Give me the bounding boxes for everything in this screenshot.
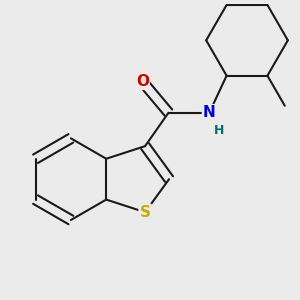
Text: S: S xyxy=(140,205,151,220)
Text: H: H xyxy=(214,124,224,137)
Text: N: N xyxy=(203,105,216,120)
Text: O: O xyxy=(136,74,149,89)
